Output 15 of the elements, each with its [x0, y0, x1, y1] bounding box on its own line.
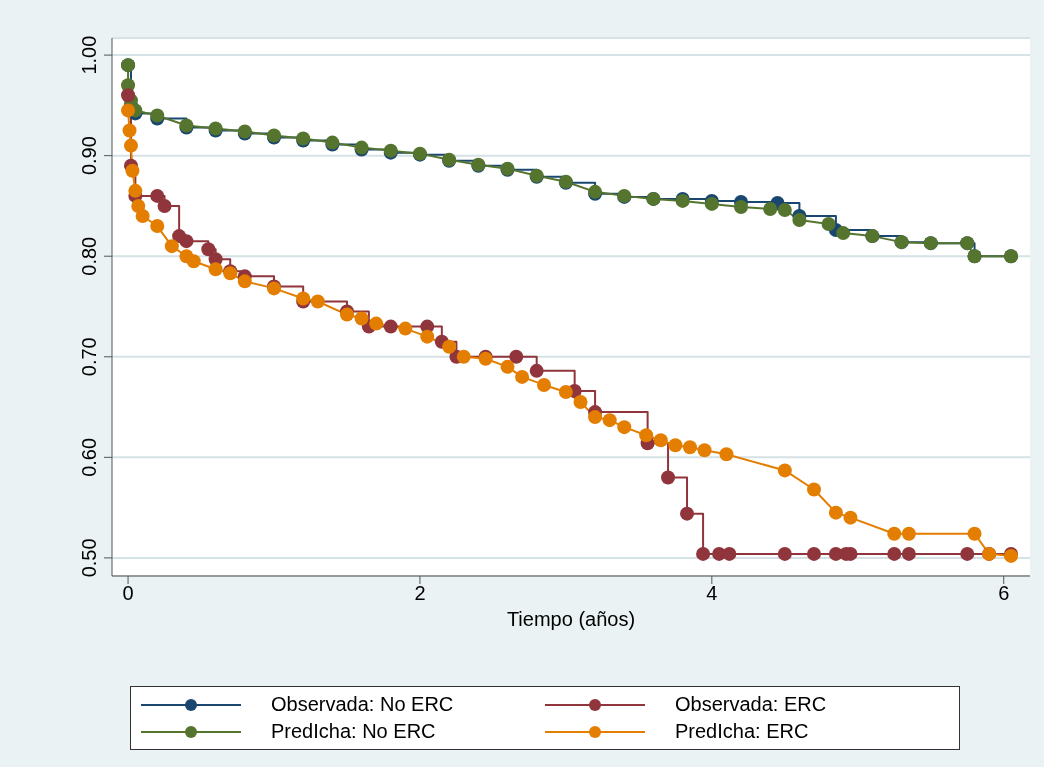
legend-label: PredIcha: No ERC: [271, 720, 436, 743]
y-tick-label: 1.00: [78, 35, 100, 75]
y-tick-label: 0.90: [78, 136, 100, 176]
x-tick-label: 2: [414, 582, 426, 605]
x-tick-label: 4: [706, 582, 718, 605]
y-tick-label: 0.50: [78, 538, 100, 578]
x-tick-label: 6: [998, 582, 1010, 605]
legend-label: Observada: ERC: [675, 693, 827, 716]
legend-label: Observada: No ERC: [271, 693, 454, 716]
y-tick-label: 0.60: [78, 437, 100, 477]
x-axis-title: Tiempo (años): [506, 608, 636, 631]
y-tick-label: 0.70: [78, 337, 100, 377]
x-tick-label: 0: [122, 582, 134, 605]
y-tick-label: 0.80: [78, 236, 100, 276]
legend-label: PredIcha: ERC: [675, 720, 809, 743]
